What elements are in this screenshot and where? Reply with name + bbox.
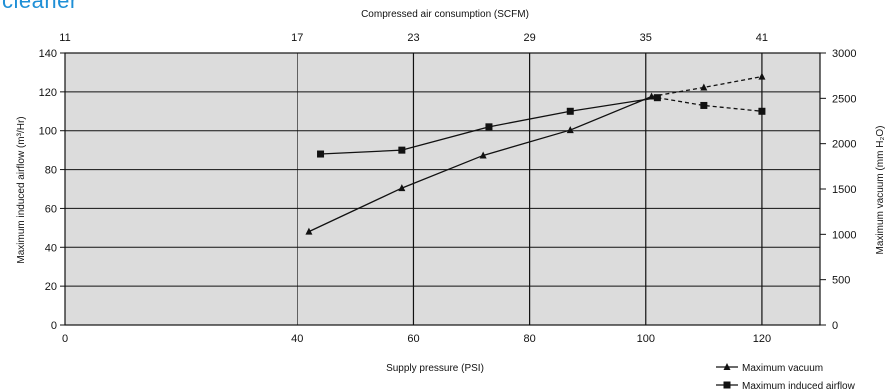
y-right-tick-label: 2500 (832, 93, 856, 105)
series-point-square (485, 123, 493, 131)
series-point-square (723, 381, 731, 389)
series-maximum-vacuum (305, 72, 766, 235)
top-tick-label: 29 (523, 32, 535, 44)
y-left-axis-ticks: 0 20 40 60 80 100 120 140 (39, 48, 65, 332)
y-left-tick-label: 80 (45, 165, 57, 177)
series-point-square (700, 101, 708, 109)
x-tick-label: 100 (637, 333, 655, 345)
legend-label: Maximum induced airflow (742, 381, 856, 392)
top-axis-ticks: 11 17 23 29 35 41 (59, 32, 768, 44)
y-right-tick-label: 1500 (832, 184, 856, 196)
legend-label: Maximum vacuum (742, 363, 823, 374)
x-axis-label: Supply pressure (PSI) (386, 363, 484, 374)
grid-lines (65, 53, 820, 325)
legend: Maximum vacuum Maximum induced airflow (716, 363, 856, 392)
series-point-triangle (758, 72, 766, 80)
series-point-triangle (479, 151, 487, 159)
x-axis-ticks: 0 40 60 80 100 120 (62, 333, 771, 345)
y-left-axis-label: Maximum induced airflow (m³/Hr) (16, 116, 27, 263)
series-point-square (317, 150, 325, 158)
top-axis-label: Compressed air consumption (SCFM) (361, 9, 529, 20)
y-left-tick-label: 120 (39, 87, 57, 99)
y-right-tick-label: 1000 (832, 229, 856, 241)
series-point-triangle (700, 83, 708, 91)
plot-background (65, 53, 820, 325)
series-point-square (398, 146, 406, 154)
series-line-dashed (657, 97, 762, 112)
x-tick-label: 0 (62, 333, 68, 345)
y-right-tick-label: 2000 (832, 139, 856, 151)
series-point-triangle (566, 126, 574, 134)
y-right-tick-label: 500 (832, 275, 850, 287)
x-tick-label: 120 (753, 333, 771, 345)
series-point-square (758, 107, 766, 115)
series-line-dashed (651, 75, 763, 98)
x-tick-label: 60 (407, 333, 419, 345)
top-tick-label: 41 (756, 32, 768, 44)
y-left-tick-label: 0 (51, 320, 57, 332)
x-tick-label: 80 (523, 333, 535, 345)
header-fragment: cleaner (2, 0, 78, 13)
x-tick-label: 40 (291, 333, 303, 345)
series-point-square (566, 107, 574, 115)
y-left-tick-label: 100 (39, 126, 57, 138)
y-right-tick-label: 0 (832, 320, 838, 332)
series-point-triangle (305, 227, 313, 235)
top-tick-label: 17 (291, 32, 303, 44)
y-left-tick-label: 40 (45, 242, 57, 254)
y-left-tick-label: 60 (45, 203, 57, 215)
series-maximum-induced-airflow (317, 94, 766, 158)
top-tick-label: 11 (59, 32, 70, 44)
y-right-tick-label: 3000 (832, 48, 856, 60)
y-right-axis-label: Maximum vacuum (mm H₂O) (875, 126, 886, 255)
y-right-axis-ticks: 0 500 1000 1500 2000 2500 3000 (820, 48, 856, 332)
series-point-square (653, 94, 661, 102)
y-left-tick-label: 140 (39, 48, 57, 60)
series-point-triangle (398, 184, 406, 192)
top-tick-label: 35 (640, 32, 652, 44)
y-left-tick-label: 20 (45, 281, 57, 293)
series-layer (305, 72, 766, 235)
series-point-triangle (723, 363, 731, 370)
top-tick-label: 23 (407, 32, 419, 44)
